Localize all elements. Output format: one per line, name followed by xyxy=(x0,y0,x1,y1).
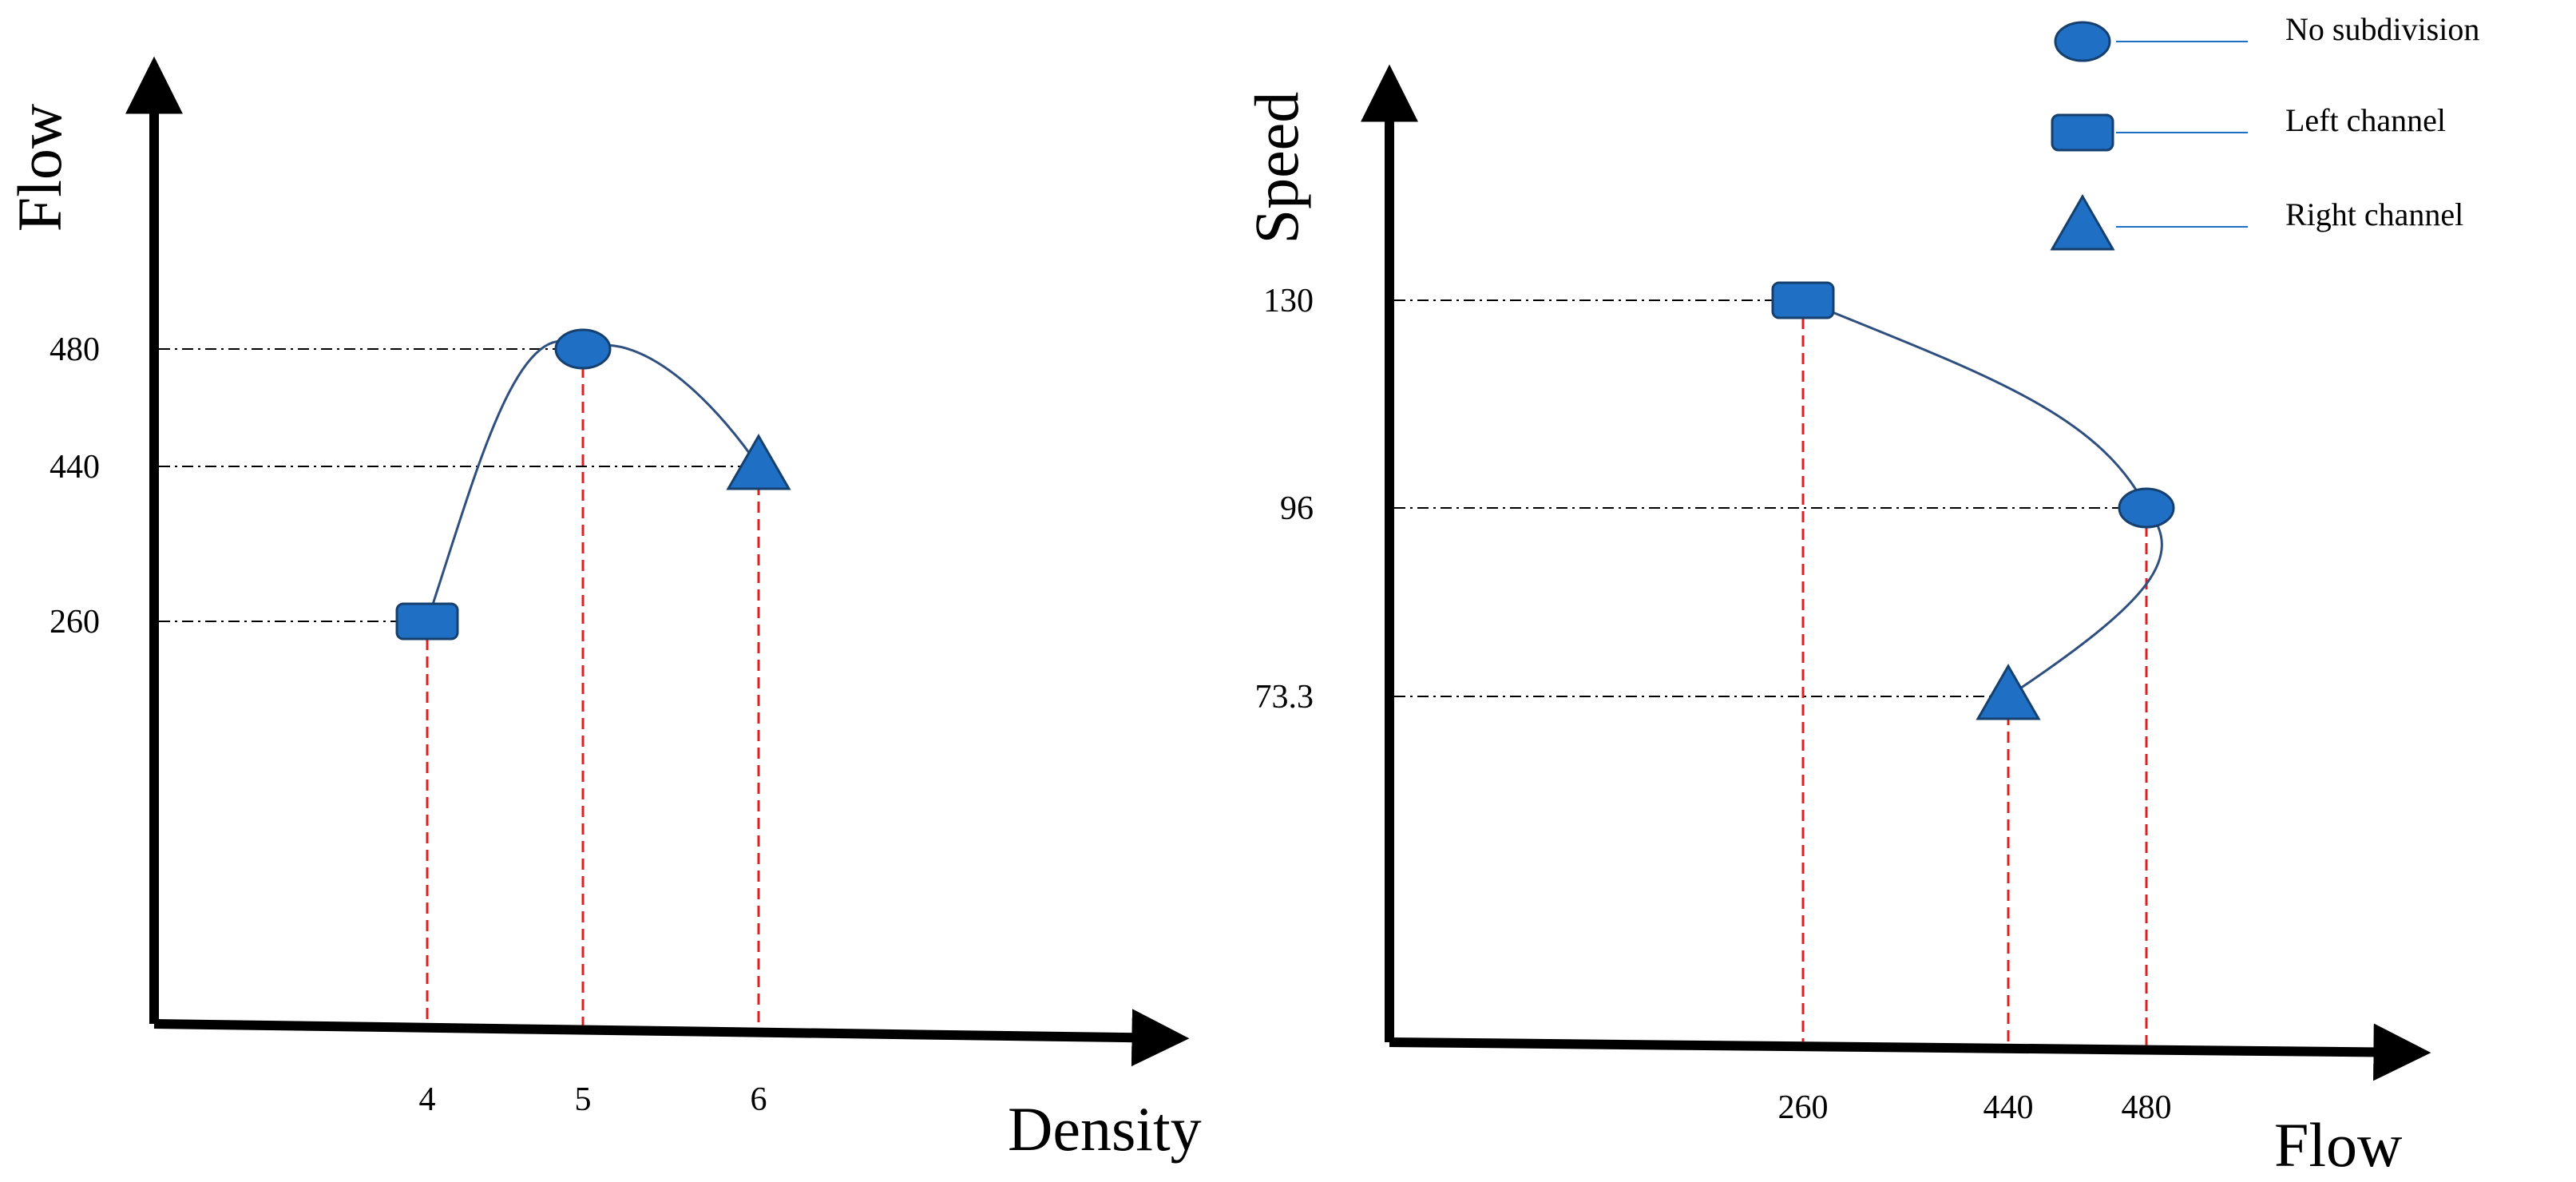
series-curve xyxy=(1802,299,2163,698)
y-tick-label: 73.3 xyxy=(1255,679,1314,716)
y-axis-title: Speed xyxy=(1242,92,1311,244)
x-axis-title: Flow xyxy=(2274,1110,2402,1180)
legend-label: Left channel xyxy=(2285,102,2446,138)
triangle-icon xyxy=(2050,193,2115,251)
left-channel-marker xyxy=(1771,281,1835,319)
y-tick-label: 260 xyxy=(50,604,100,641)
series-curve xyxy=(426,339,760,622)
tick-labels: 4 5 6 260 440 480 xyxy=(50,331,767,1118)
legend-label: No subdivision xyxy=(2285,11,2479,47)
legend-item-no-subdivision: No subdivision xyxy=(2054,11,2479,62)
no-subdivision-marker xyxy=(554,328,612,370)
legend: No subdivision Left channel Right channel xyxy=(2050,11,2479,251)
x-tick-label: 480 xyxy=(2122,1089,2172,1126)
x-tick-label: 4 xyxy=(419,1081,436,1118)
legend-item-right-channel: Right channel xyxy=(2050,193,2463,251)
no-subdivision-marker xyxy=(2118,487,2175,529)
x-axis xyxy=(1389,1023,2431,1081)
y-tick-label: 130 xyxy=(1263,283,1314,319)
x-tick-label: 260 xyxy=(1778,1089,1829,1126)
circle-icon xyxy=(2054,21,2111,62)
speed-flow-chart: Speed Flow 260 440 480 73.3 96 130 xyxy=(1242,64,2431,1180)
guide-lines xyxy=(159,348,760,1028)
legend-label: Right channel xyxy=(2285,196,2463,232)
x-axis xyxy=(153,1009,1190,1067)
y-tick-label: 480 xyxy=(50,331,100,368)
y-tick-label: 440 xyxy=(50,449,100,486)
y-tick-label: 96 xyxy=(1280,490,1314,527)
flow-density-chart: Flow Density 4 5 6 260 440 480 xyxy=(5,56,1202,1164)
y-axis-title: Flow xyxy=(5,104,74,232)
x-tick-label: 5 xyxy=(575,1081,592,1118)
data-markers xyxy=(395,328,791,641)
x-tick-label: 440 xyxy=(1984,1089,2034,1126)
x-axis-title: Density xyxy=(1008,1094,1202,1164)
data-markers xyxy=(1771,281,2175,720)
tick-labels: 260 440 480 73.3 96 130 xyxy=(1255,283,2172,1126)
right-channel-marker xyxy=(726,433,791,490)
right-channel-marker xyxy=(1976,663,2041,720)
left-channel-marker xyxy=(395,602,459,641)
square-icon xyxy=(2051,113,2114,152)
legend-item-left-channel: Left channel xyxy=(2051,102,2446,152)
guide-lines xyxy=(1394,299,2148,1045)
x-tick-label: 6 xyxy=(751,1081,767,1118)
